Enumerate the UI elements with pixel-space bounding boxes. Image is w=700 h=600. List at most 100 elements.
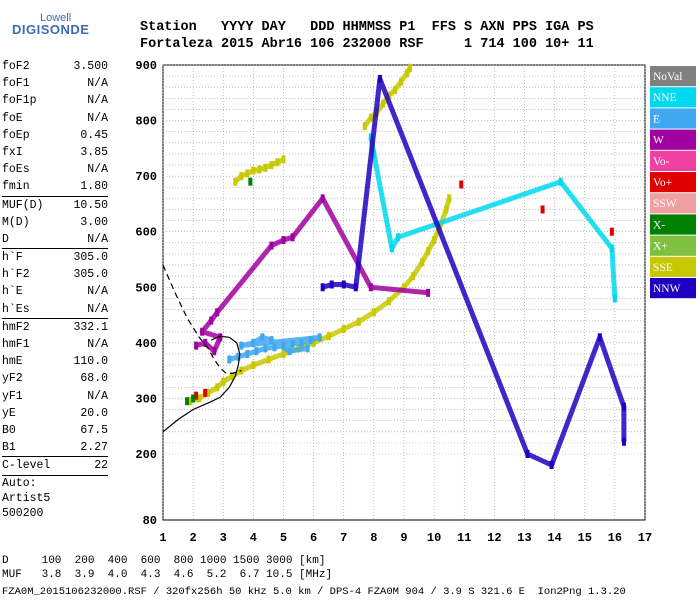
param-value: 0.45 [80, 128, 108, 142]
data-point [459, 180, 464, 189]
y-tick-label: 80 [143, 514, 157, 528]
param-label: yE [2, 406, 16, 420]
param-row: B0 67.5 [2, 422, 108, 439]
param-separator [2, 474, 108, 476]
param-row: yE 20.0 [2, 405, 108, 422]
param-label: foF2 [2, 60, 30, 73]
auto-info-line: Auto: [2, 476, 37, 490]
param-row: foF1 N/A [2, 75, 108, 92]
y-tick-label: 300 [135, 392, 157, 406]
param-row: fmin 1.80 [2, 178, 108, 195]
param-separator [2, 317, 108, 319]
param-label: D [2, 232, 9, 246]
legend-swatch-w [650, 129, 696, 150]
legend-swatch-ssw [650, 193, 696, 214]
param-label: B0 [2, 423, 16, 437]
param-label: MUF(D) [2, 198, 44, 212]
data-point [320, 283, 325, 292]
parameter-panel: foF2 3.500 foF1 N/A foF1p N/A foE N/A foEp 0.45 fx… [2, 58, 108, 521]
data-point [408, 63, 413, 72]
x-tick-label: 16 [608, 531, 622, 545]
profile-line [162, 335, 241, 433]
y-tick-label: 500 [135, 281, 157, 295]
param-separator [2, 456, 108, 458]
muf-row: MUF 3.8 3.9 4.0 4.3 4.6 5.2 6.7 10.5 [MH… [2, 569, 333, 581]
legend-label: SSE [653, 262, 673, 274]
auto-info-line: Artist5 [2, 491, 51, 505]
header-labels: Station YYYY DAY DDD HHMMSS P1 FFS S AXN… [140, 20, 594, 35]
param-row: C-level 22 [2, 457, 108, 474]
legend-swatch-x- [650, 214, 696, 235]
x-tick-label: 8 [370, 531, 377, 545]
ionogram-chart: 1 2 3 4 5 6 7 8 9 10 11 12 13 14 15 16 17802003004005006… [135, 59, 696, 545]
data-point [203, 388, 208, 397]
param-value: N/A [87, 77, 108, 91]
param-value: 67.5 [80, 423, 108, 437]
param-value: 110.0 [73, 355, 108, 369]
x-tick-label: 6 [310, 531, 317, 545]
param-row: B1 2.27 [2, 439, 108, 456]
profile-dashed-line [162, 264, 242, 374]
param-label: foF1 [2, 77, 30, 91]
data-point [426, 288, 431, 297]
param-value: N/A [87, 302, 108, 316]
trace-band [195, 195, 429, 354]
legend-swatch-vo- [650, 150, 696, 171]
legend-label: X- [653, 219, 665, 231]
param-label: hmF1 [2, 338, 30, 351]
x-tick-label: 9 [400, 531, 407, 545]
trace-band [228, 334, 323, 362]
param-value: N/A [87, 111, 108, 125]
trace-band [368, 136, 618, 299]
param-label: h`Es [2, 302, 30, 316]
legend-label: NNE [653, 92, 677, 104]
data-point [227, 355, 232, 364]
param-row: D N/A [2, 231, 108, 248]
param-label: hmF2 [2, 320, 30, 334]
param-label: M(D) [2, 215, 30, 229]
param-value: 3.85 [80, 145, 108, 159]
legend-swatch-nnw [650, 278, 696, 299]
legend-label: SSW [653, 198, 677, 210]
param-label: fxI [2, 145, 23, 159]
param-row: foE N/A [2, 110, 108, 127]
param-value: N/A [87, 285, 108, 299]
param-label: fmin [2, 180, 30, 194]
trace-band [233, 157, 285, 184]
param-value: 332.1 [73, 320, 108, 334]
file-info-footer: FZA0M_2015106232000.RSF / 320fx256h 50 k… [2, 586, 626, 598]
param-label: h`F [2, 251, 23, 265]
param-label: foF1p [2, 94, 37, 108]
param-value: 305.0 [73, 268, 108, 282]
param-label: B1 [2, 441, 16, 455]
param-row: hmF1 N/A [2, 336, 108, 353]
data-point [447, 194, 452, 203]
param-row: M(D) 3.00 [2, 214, 108, 231]
x-tick-label: 12 [487, 531, 501, 545]
legend-label: X+ [653, 241, 668, 253]
x-tick-label: 5 [280, 531, 287, 545]
x-tick-label: 1 [159, 531, 166, 545]
legend-swatch-e [650, 108, 696, 129]
distance-row: D 100 200 400 600 800 1000 1500 3000 [km… [2, 555, 326, 567]
param-label: C-level [2, 459, 51, 473]
param-row: h`Es N/A [2, 301, 108, 318]
trace-band [321, 76, 627, 468]
logo-lowell: Lowell [40, 12, 72, 24]
param-value: 2.27 [80, 441, 108, 455]
param-row: hmF2 332.1 [2, 319, 108, 336]
x-tick-label: 17 [638, 531, 652, 545]
param-row: foF2 3.500 [2, 58, 108, 75]
y-tick-label: 600 [135, 226, 157, 240]
legend-swatch-sse [650, 256, 696, 277]
x-tick-label: 14 [547, 531, 561, 545]
param-row: h`E N/A [2, 283, 108, 300]
param-value: 20.0 [80, 406, 108, 420]
param-row: MUF(D) 10.50 [2, 197, 108, 214]
data-point [540, 205, 545, 214]
legend-swatch-nne [650, 87, 696, 108]
x-tick-label: 2 [190, 531, 197, 545]
y-tick-label: 400 [135, 337, 157, 351]
legend-swatch-vo- [650, 172, 696, 193]
param-label: yF1 [2, 389, 23, 403]
